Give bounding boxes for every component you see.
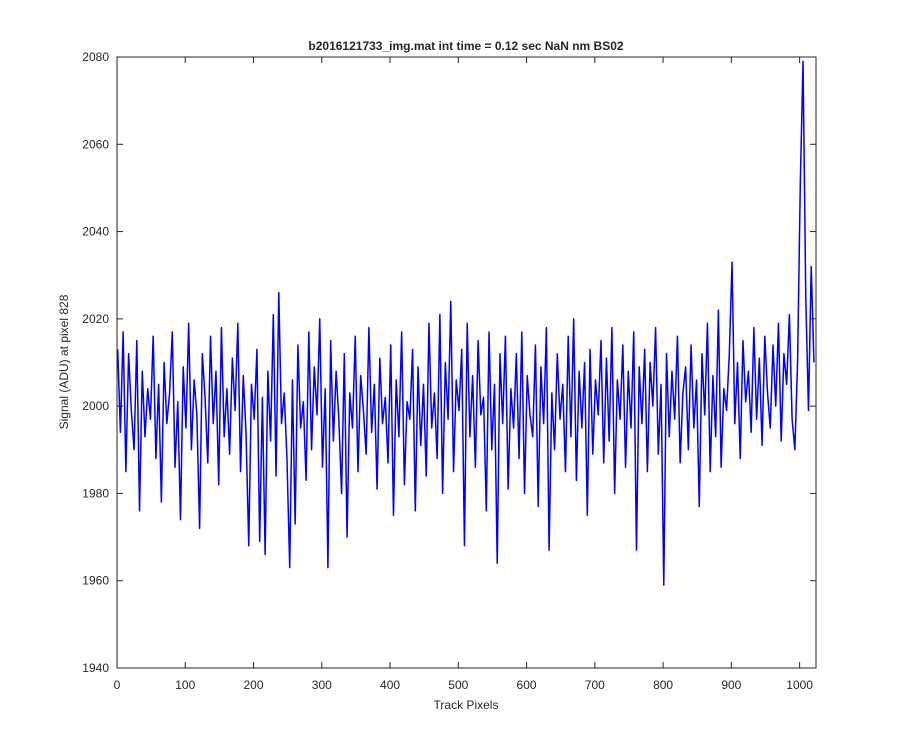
y-tick-label: 1960 bbox=[82, 574, 109, 588]
x-tick-label: 800 bbox=[653, 678, 673, 692]
y-tick-label: 1980 bbox=[82, 486, 109, 500]
y-axis-label: Signal (ADU) at pixel 828 bbox=[57, 294, 71, 429]
y-tick-label: 2060 bbox=[82, 137, 109, 151]
data-line bbox=[116, 60, 815, 586]
y-tick-label: 1940 bbox=[82, 661, 109, 675]
x-tick-label: 300 bbox=[312, 678, 332, 692]
x-tick-label: 200 bbox=[244, 678, 264, 692]
y-tick-label: 2000 bbox=[82, 399, 109, 413]
y-tick-label: 2080 bbox=[82, 50, 109, 64]
x-tick-label: 600 bbox=[517, 678, 537, 692]
x-tick-label: 100 bbox=[175, 678, 195, 692]
x-tick-label: 900 bbox=[721, 678, 741, 692]
x-axis-label: Track Pixels bbox=[434, 698, 499, 712]
axes-box bbox=[116, 56, 817, 669]
x-tick-label: 400 bbox=[380, 678, 400, 692]
chart-title: b2016121733_img.mat int time = 0.12 sec … bbox=[308, 39, 623, 53]
x-tick-label: 0 bbox=[114, 678, 121, 692]
y-tick-label: 2020 bbox=[82, 312, 109, 326]
x-tick-label: 500 bbox=[448, 678, 468, 692]
y-tick-label: 2040 bbox=[82, 225, 109, 239]
x-tick-label: 1000 bbox=[786, 678, 813, 692]
x-tick-label: 700 bbox=[585, 678, 605, 692]
